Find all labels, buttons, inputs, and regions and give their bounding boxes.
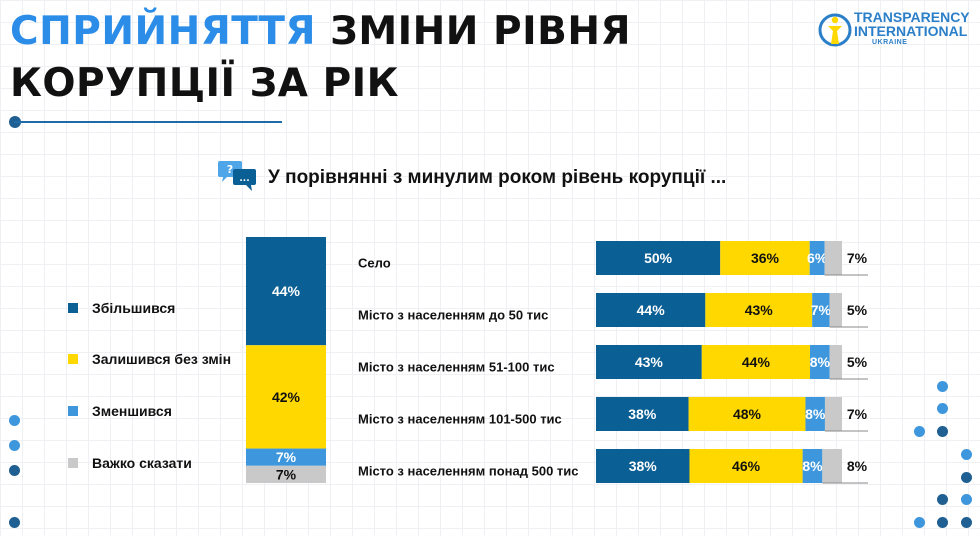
logo-line1: TRANSPARENCY xyxy=(854,9,970,25)
hbar-segment-hard-to-say xyxy=(824,397,842,431)
hbar-segment-hard-to-say xyxy=(822,449,842,483)
hbar-label-unchanged: 48% xyxy=(733,406,762,422)
legend-swatch-hard-to-say xyxy=(68,458,78,468)
hbar-segment-decreased xyxy=(802,449,823,483)
hbar-segment-decreased xyxy=(805,397,825,431)
hbar-segment-hard-to-say xyxy=(829,293,842,327)
decor-dot xyxy=(9,465,20,476)
row-label: Місто з населенням 51-100 тис xyxy=(358,360,555,375)
decor-dot xyxy=(961,449,972,460)
decor-dot xyxy=(914,517,925,528)
decor-dot xyxy=(961,517,972,528)
legend-item-unchanged: Залишився без змін xyxy=(68,351,231,367)
decor-dot xyxy=(961,494,972,505)
hbar-label-hard-to-say: 5% xyxy=(847,354,868,370)
hbar-label-decreased: 6% xyxy=(807,250,828,266)
row-label: Село xyxy=(358,256,391,271)
hbar-segment-increased xyxy=(596,293,706,327)
decor-dot xyxy=(937,517,948,528)
page-title-accent: СПРИЙНЯТТЯ xyxy=(10,9,317,54)
hbar-segment-unchanged xyxy=(720,241,810,275)
title-rule xyxy=(14,121,282,123)
decor-dot xyxy=(937,381,948,392)
page-title: СПРИЙНЯТТЯ ЗМІНИ РІВНЯ КОРУПЦІЇ ЗА РІК xyxy=(10,6,631,110)
hbar-segment-unchanged xyxy=(701,345,811,379)
hbar-label-hard-to-say: 8% xyxy=(847,458,868,474)
legend-label-hard-to-say: Важко сказати xyxy=(92,455,192,471)
page-title-line2: КОРУПЦІЇ ЗА РІК xyxy=(10,61,400,106)
hbar-label-hard-to-say: 7% xyxy=(847,406,868,422)
decor-dot xyxy=(9,415,20,426)
transparency-international-logo: TRANSPARENCY INTERNATIONAL UKRAINE xyxy=(818,10,974,50)
speech-bubbles-icon: ? ... xyxy=(218,161,256,191)
hbar-label-increased: 38% xyxy=(628,406,657,422)
hbar-segment-increased xyxy=(596,449,690,483)
hbar-segment-increased xyxy=(596,397,689,431)
vbar-segment-increased xyxy=(246,237,326,346)
vbar-label-increased: 44% xyxy=(272,283,301,299)
hbar-label-unchanged: 43% xyxy=(745,302,774,318)
decor-dot xyxy=(961,472,972,483)
hbar-label-hard-to-say: 5% xyxy=(847,302,868,318)
hbar-label-decreased: 8% xyxy=(805,406,826,422)
hbar-segment-unchanged xyxy=(688,397,806,431)
vbar-label-decreased: 7% xyxy=(276,449,297,465)
hbar-segment-unchanged xyxy=(689,449,803,483)
page-title-line1: СПРИЙНЯТТЯ ЗМІНИ РІВНЯ xyxy=(10,6,631,58)
row-label: Місто з населенням понад 500 тис xyxy=(358,464,579,479)
hbar-label-decreased: 8% xyxy=(802,458,823,474)
legend-swatch-decreased xyxy=(68,406,78,416)
svg-text:...: ... xyxy=(239,174,249,184)
legend-label-decreased: Зменшився xyxy=(92,403,172,419)
page-title-rest: ЗМІНИ РІВНЯ xyxy=(316,9,631,54)
logo-line2: INTERNATIONAL xyxy=(854,23,968,39)
logo-text: TRANSPARENCY INTERNATIONAL UKRAINE xyxy=(854,10,970,47)
hbar-label-increased: 38% xyxy=(629,458,658,474)
hbar-label-decreased: 7% xyxy=(811,302,832,318)
vbar-segment-hard-to-say xyxy=(246,465,326,483)
svg-text:?: ? xyxy=(227,163,233,176)
vbar-label-hard-to-say: 7% xyxy=(276,466,297,482)
decor-dot xyxy=(9,517,20,528)
hbar-label-increased: 43% xyxy=(635,354,664,370)
hbar-label-unchanged: 36% xyxy=(751,250,780,266)
legend-swatch-unchanged xyxy=(68,354,78,364)
logo-figure-icon xyxy=(818,13,852,47)
vbar-segment-unchanged xyxy=(246,345,326,449)
hbar-segment-increased xyxy=(596,241,721,275)
decor-dot xyxy=(9,440,20,451)
decor-dot xyxy=(937,403,948,414)
question-text: У порівнянні з минулим роком рівень кору… xyxy=(268,167,727,188)
logo-line3: UKRAINE xyxy=(872,39,908,46)
row-label: Місто з населенням до 50 тис xyxy=(358,308,548,323)
hbar-segment-decreased xyxy=(812,293,830,327)
hbar-segment-unchanged xyxy=(705,293,813,327)
hbar-label-hard-to-say: 7% xyxy=(847,250,868,266)
hbar-segment-hard-to-say xyxy=(824,241,842,275)
legend-item-decreased: Зменшився xyxy=(68,403,172,419)
hbar-label-increased: 44% xyxy=(637,302,666,318)
hbar-label-unchanged: 46% xyxy=(732,458,761,474)
hbar-segment-decreased xyxy=(809,241,825,275)
vbar-label-unchanged: 42% xyxy=(272,389,301,405)
legend-swatch-increased xyxy=(68,303,78,313)
decor-dot xyxy=(937,494,948,505)
legend-item-increased: Збільшився xyxy=(68,300,175,316)
decor-dot xyxy=(914,426,925,437)
vbar-segment-decreased xyxy=(246,448,326,466)
hbar-label-increased: 50% xyxy=(644,250,673,266)
decor-dot xyxy=(937,426,948,437)
hbar-label-decreased: 8% xyxy=(810,354,831,370)
hbar-segment-decreased xyxy=(810,345,830,379)
row-label: Місто з населенням 101-500 тис xyxy=(358,412,562,427)
legend-label-unchanged: Залишився без змін xyxy=(92,351,232,367)
legend-label-increased: Збільшився xyxy=(92,300,176,316)
hbar-segment-increased xyxy=(596,345,702,379)
legend-item-hard-to-say: Важко сказати xyxy=(68,455,192,471)
hbar-segment-hard-to-say xyxy=(829,345,842,379)
hbar-label-unchanged: 44% xyxy=(742,354,771,370)
